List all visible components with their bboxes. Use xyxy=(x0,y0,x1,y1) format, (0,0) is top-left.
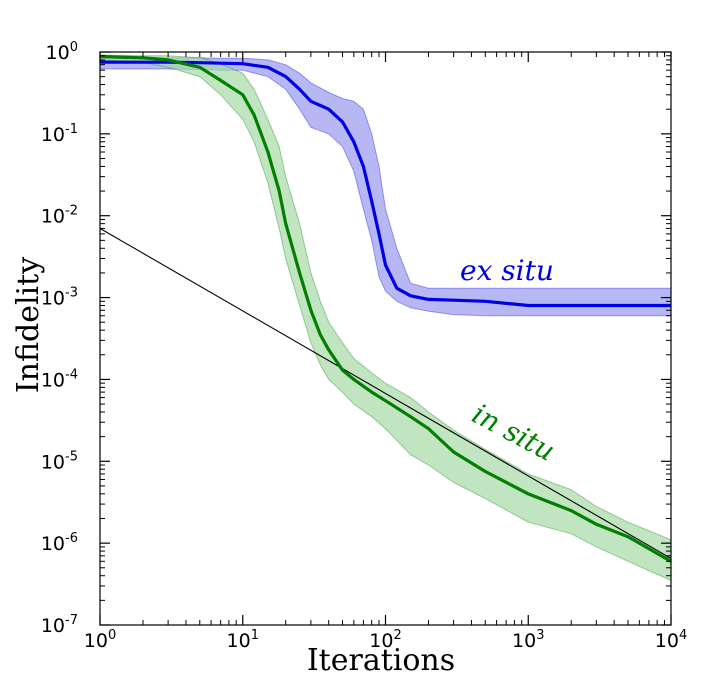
y-tick-label: 10-5 xyxy=(41,449,78,473)
x-tick-label: 102 xyxy=(369,628,401,652)
x-tick-label: 100 xyxy=(84,628,116,652)
x-tick-label: 104 xyxy=(655,628,687,652)
y-tick-label: 100 xyxy=(46,40,78,64)
series-lines xyxy=(99,54,672,563)
tick-labels: 100 101 102 103 104 100 10-1 10-2 10-3 10-4 10-5 10… xyxy=(41,40,687,652)
reference-trend-line xyxy=(99,227,672,559)
x-tick-label: 103 xyxy=(512,628,544,652)
y-tick-label: 10-1 xyxy=(41,122,78,146)
band-ex-situ xyxy=(99,57,672,317)
band-in-situ xyxy=(99,54,672,582)
reference-line xyxy=(99,227,672,559)
x-axis-title: Iterations xyxy=(307,643,455,678)
y-tick-label: 10-6 xyxy=(41,531,78,555)
y-tick-label: 10-2 xyxy=(41,204,78,228)
y-axis-title: Infidelity xyxy=(11,257,46,393)
x-tick-label: 101 xyxy=(227,628,259,652)
line-in-situ xyxy=(99,54,672,563)
line-ex-situ xyxy=(100,60,671,308)
series-label-ex-situ: ex situ xyxy=(460,254,554,287)
y-tick-label: 10-7 xyxy=(41,613,78,637)
y-tick-label: 10-4 xyxy=(41,367,78,391)
y-tick-label: 10-3 xyxy=(41,286,78,310)
confidence-bands xyxy=(99,54,672,582)
axis-ticks xyxy=(99,51,672,626)
